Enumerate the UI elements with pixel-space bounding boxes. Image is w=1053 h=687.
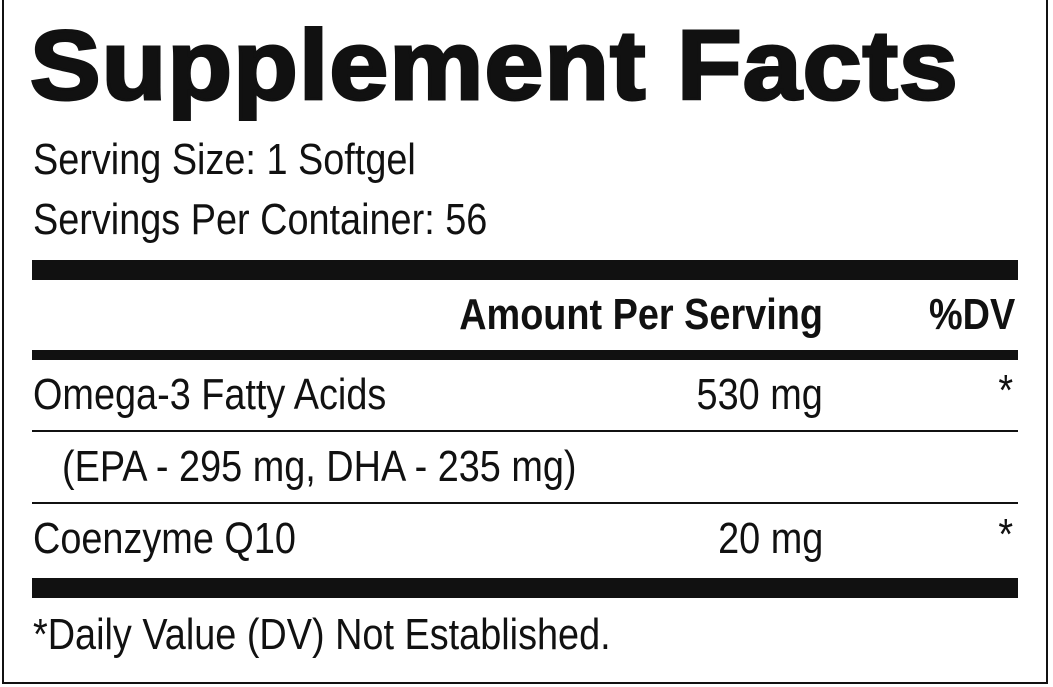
footnote: *Daily Value (DV) Not Established. [33, 610, 611, 659]
thin-divider [32, 502, 1018, 504]
nutrient-name: Omega-3 Fatty Acids [33, 370, 387, 419]
thick-divider [32, 260, 1018, 280]
nutrient-dv: * [998, 366, 1013, 415]
nutrient-name: Coenzyme Q10 [33, 514, 296, 563]
amount-header: Amount Per Serving [459, 290, 823, 339]
nutrient-subtext: (EPA - 295 mg, DHA - 235 mg) [62, 442, 577, 491]
dv-header: %DV [928, 290, 1015, 339]
thin-divider [32, 430, 1018, 432]
label-title: Supplement Facts [28, 9, 959, 122]
nutrient-amount: 530 mg [696, 370, 823, 419]
medium-divider [32, 350, 1018, 360]
serving-size: Serving Size: 1 Softgel [33, 135, 416, 184]
nutrient-amount: 20 mg [717, 514, 823, 563]
servings-per-container: Servings Per Container: 56 [33, 195, 488, 244]
thick-divider [32, 578, 1018, 598]
nutrient-dv: * [998, 510, 1013, 559]
